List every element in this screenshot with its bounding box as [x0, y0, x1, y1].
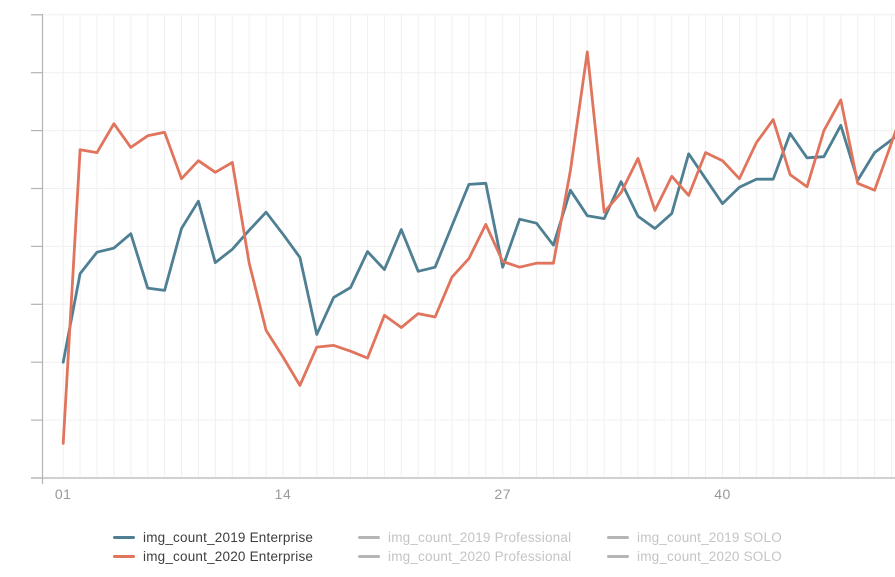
x-axis-label: 27	[494, 486, 512, 502]
legend-item-img-count-2019-enterprise[interactable]: img_count_2019 Enterprise	[113, 528, 313, 547]
legend-item-label: img_count_2020 Professional	[388, 549, 572, 564]
legend-column-professional: img_count_2019 Professional img_count_20…	[358, 528, 571, 566]
legend-line-marker	[607, 536, 629, 539]
legend-line-marker	[358, 555, 380, 558]
chart-legend: img_count_2019 Enterprise img_count_2020…	[0, 528, 895, 572]
chart-plot-area[interactable]	[0, 0, 895, 520]
legend-item-label: img_count_2020 Enterprise	[143, 549, 314, 564]
legend-item-label: img_count_2020 SOLO	[637, 549, 782, 564]
legend-item-img-count-2020-professional[interactable]: img_count_2020 Professional	[358, 547, 571, 566]
legend-item-img-count-2019-professional[interactable]: img_count_2019 Professional	[358, 528, 571, 547]
legend-column-solo: img_count_2019 SOLO img_count_2020 SOLO	[607, 528, 782, 566]
legend-item-img-count-2019-solo[interactable]: img_count_2019 SOLO	[607, 528, 782, 547]
legend-item-label: img_count_2019 Professional	[388, 530, 572, 545]
x-axis-label: 14	[274, 486, 292, 502]
x-axis-label: 01	[54, 486, 72, 502]
legend-line-marker	[113, 536, 135, 539]
legend-column-enterprise: img_count_2019 Enterprise img_count_2020…	[113, 528, 313, 566]
legend-line-marker	[113, 555, 135, 558]
series-line-img-count-2019-enterprise[interactable]	[61, 124, 895, 364]
legend-item-img-count-2020-solo[interactable]: img_count_2020 SOLO	[607, 547, 782, 566]
x-axis-label: 40	[714, 486, 731, 502]
series-line-img-count-2020-enterprise[interactable]	[61, 50, 895, 445]
legend-item-label: img_count_2019 Enterprise	[143, 530, 314, 545]
legend-line-marker	[358, 536, 380, 539]
legend-item-label: img_count_2019 SOLO	[637, 530, 782, 545]
legend-item-img-count-2020-enterprise[interactable]: img_count_2020 Enterprise	[113, 547, 313, 566]
legend-line-marker	[607, 555, 629, 558]
